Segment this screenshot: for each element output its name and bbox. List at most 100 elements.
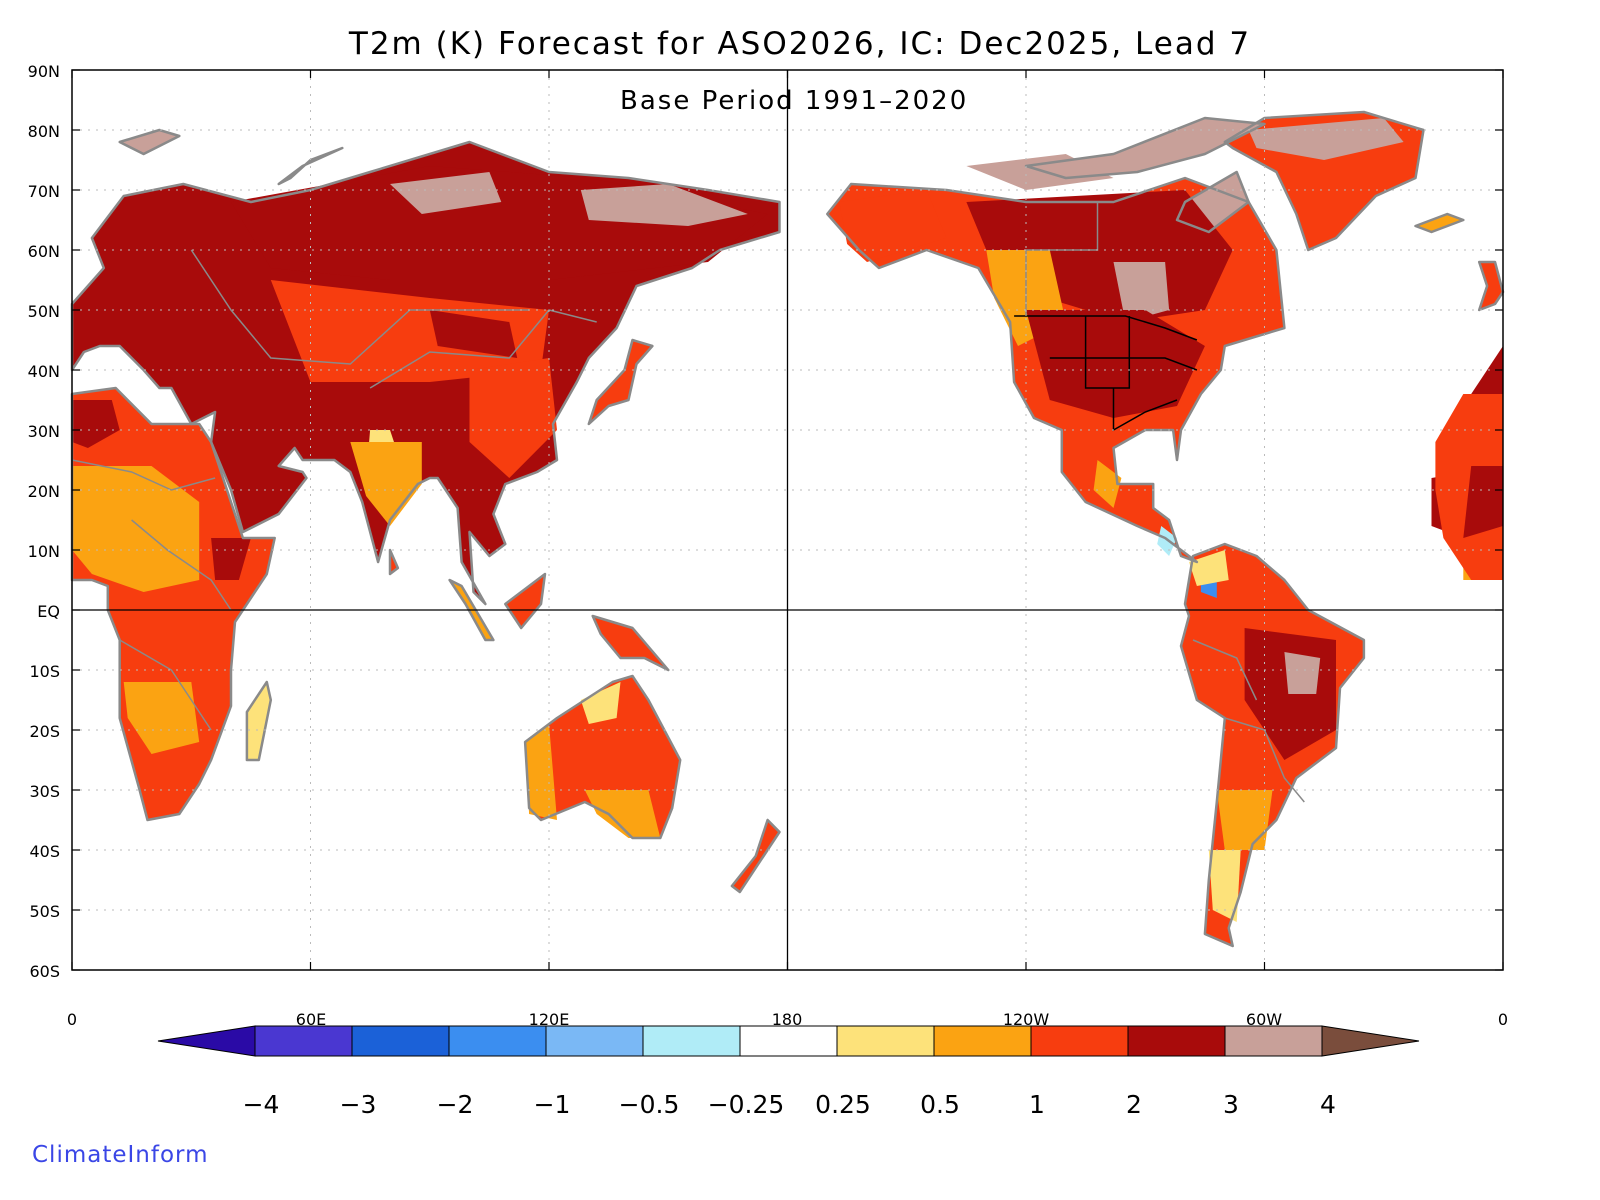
- coastline: [826, 176, 1286, 564]
- lat-label: EQ: [37, 602, 60, 621]
- patch-west-africa-wrap-dark: [1463, 466, 1503, 538]
- axis-ticks: [71, 69, 1504, 971]
- svalbard-landmass: [119, 130, 180, 154]
- patch-east-siberia-pink: [580, 184, 748, 226]
- chart-title: T2m (K) Forecast for ASO2026, IC: Dec202…: [348, 26, 1252, 62]
- coastline: [70, 386, 276, 822]
- lat-label: 40N: [27, 362, 60, 381]
- patch-china: [469, 358, 557, 478]
- colorbar-label: 2: [1126, 1090, 1142, 1119]
- lat-label: 60S: [29, 962, 60, 981]
- colorbar-swatch: [1030, 1025, 1129, 1057]
- grid-lines: [72, 70, 1503, 970]
- patch-arctic-pink: [966, 154, 1114, 190]
- political-borders: [71, 202, 1305, 803]
- patch-southern-africa-orange: [123, 682, 200, 754]
- patch-australia-orange-south: [584, 790, 661, 838]
- lat-label: 50S: [29, 902, 60, 921]
- colorbar-swatch: [933, 1025, 1032, 1057]
- coastline: [448, 578, 495, 642]
- africa-borders: [71, 459, 216, 491]
- lat-label: 30N: [27, 422, 60, 441]
- lat-label: 70N: [27, 182, 60, 201]
- patch-patagonia-orange: [1216, 790, 1273, 850]
- lat-label: 20N: [27, 482, 60, 501]
- colorbar: [157, 1025, 1420, 1057]
- coastline: [70, 140, 781, 606]
- lat-label: 90N: [27, 62, 60, 81]
- patch-us-dark: [1026, 310, 1205, 418]
- lat-label: 20S: [29, 722, 60, 741]
- colorbar-swatch: [254, 1025, 353, 1057]
- coastline: [388, 548, 400, 576]
- credit-logo-text: ClimateInform: [32, 1142, 209, 1168]
- lon-label: 0: [66, 1010, 78, 1029]
- south-america-borders: [1192, 639, 1258, 701]
- south-america-borders: [1224, 717, 1305, 803]
- us-state-lines: [1049, 357, 1198, 371]
- colorbar-max-arrow: [1321, 1025, 1420, 1057]
- coastline: [587, 338, 654, 426]
- colorbar-label: 3: [1223, 1090, 1239, 1119]
- colorbar-swatch: [739, 1025, 838, 1057]
- colorbar-label: 1: [1029, 1090, 1045, 1119]
- patch-colombia-yellow: [1189, 550, 1229, 586]
- coastline: [245, 680, 273, 762]
- colorbar-swatch: [545, 1025, 644, 1057]
- colorbar-label: 0.25: [815, 1090, 871, 1119]
- colorbar-label: −3: [339, 1090, 377, 1119]
- new-guinea-landmass: [592, 616, 669, 670]
- lon-label: 120W: [1002, 1010, 1050, 1029]
- iceland-landmass: [1415, 214, 1464, 232]
- russia-border: [190, 249, 530, 365]
- lat-label: 80N: [27, 122, 60, 141]
- us-state-lines: [1084, 316, 1131, 389]
- lat-label: 40S: [29, 842, 60, 861]
- lon-label: 60W: [1245, 1010, 1283, 1029]
- coastline: [277, 146, 344, 186]
- patch-patagonia-yellow: [1208, 850, 1241, 922]
- coastline: [523, 674, 682, 840]
- patch-australia-orange-west: [525, 724, 557, 820]
- colorbar-min-arrow: [157, 1025, 256, 1057]
- madagascar-landmass: [246, 682, 271, 760]
- coastline: [1024, 116, 1266, 180]
- patch-iberia-wrap: [1471, 346, 1503, 394]
- coastline: [591, 614, 670, 672]
- africa-borders: [131, 519, 232, 611]
- coastline: [1179, 542, 1366, 948]
- patch-sahara-dark: [72, 400, 120, 448]
- borneo-landmass: [505, 574, 545, 628]
- colorbar-label: 0.5: [920, 1090, 960, 1119]
- patch-siberia-pink: [390, 172, 502, 214]
- patch-mexico-orange: [1093, 460, 1122, 508]
- coastline: [730, 818, 781, 894]
- patch-central-asia: [270, 280, 549, 382]
- lat-label: 10N: [27, 542, 60, 561]
- colorbar-label: 4: [1320, 1090, 1336, 1119]
- patch-hudson-pink: [1113, 262, 1170, 322]
- colorbar-swatch: [1127, 1025, 1226, 1057]
- lat-label: 30S: [29, 782, 60, 801]
- coastline: [1414, 212, 1465, 234]
- patch-alaska-red: [839, 190, 947, 262]
- china-border: [369, 309, 597, 389]
- coastline: [504, 572, 547, 630]
- patch-australia-yellow-north: [580, 682, 621, 724]
- colorbar-swatch: [448, 1025, 547, 1057]
- lon-label: 120E: [528, 1010, 570, 1029]
- patch-greenland-pink: [1248, 118, 1404, 160]
- base-period-label: Base Period 1991–2020: [620, 86, 969, 116]
- coastline: [1223, 110, 1425, 252]
- colorbar-label: −0.25: [707, 1090, 785, 1119]
- patch-east-africa-dark: [211, 538, 251, 580]
- japan-landmass: [588, 340, 653, 424]
- lat-label: 50N: [27, 302, 60, 321]
- patch-sahel: [72, 466, 200, 592]
- us-canada-border: [1014, 315, 1198, 341]
- colorbar-swatch: [1224, 1025, 1323, 1057]
- coastline: [1175, 170, 1250, 234]
- colorbar-swatch: [351, 1025, 450, 1057]
- colorbar-label: −0.5: [618, 1090, 680, 1119]
